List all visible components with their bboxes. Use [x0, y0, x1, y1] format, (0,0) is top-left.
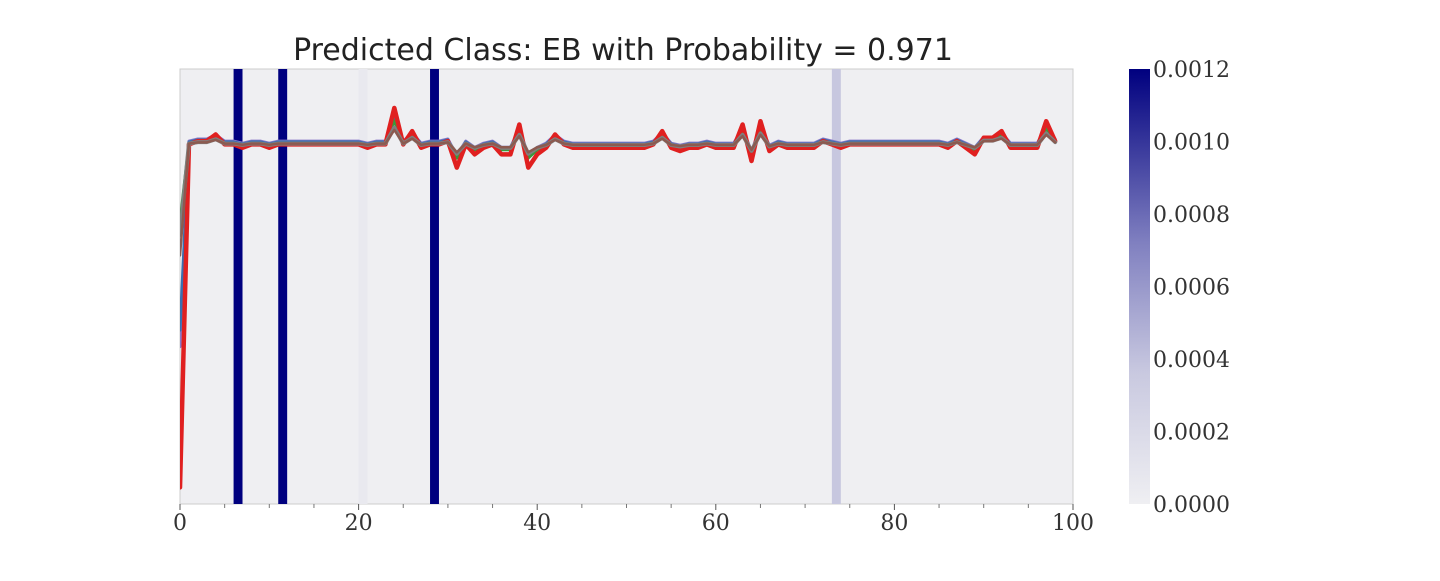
highlight-band	[358, 69, 368, 504]
highlight-bands	[233, 69, 841, 504]
x-tick-label: 60	[702, 511, 730, 536]
x-axis: 0 20 40 60 80 100	[173, 504, 1094, 536]
series-lines	[180, 105, 1058, 490]
series-line	[180, 128, 1057, 257]
highlight-band	[278, 69, 288, 504]
colorbar: 0.0000 0.0002 0.0004 0.0006 0.0008 0.0010 0.00…	[1129, 58, 1230, 518]
x-tick-label: 40	[523, 511, 551, 536]
x-tick-label: 80	[880, 511, 908, 536]
colorbar-tick-label: 0.0012	[1153, 58, 1230, 83]
colorbar-tick-label: 0.0008	[1153, 203, 1230, 228]
x-tick-label: 0	[173, 511, 187, 536]
highlight-band	[831, 69, 841, 504]
plot-area	[179, 68, 1074, 505]
x-tick-label: 100	[1052, 511, 1094, 536]
highlight-band	[430, 69, 439, 504]
colorbar-gradient	[1129, 69, 1150, 504]
colorbar-tick-label: 0.0004	[1153, 348, 1230, 373]
colorbar-tick-label: 0.0010	[1153, 131, 1230, 156]
colorbar-tick-label: 0.0006	[1153, 276, 1230, 301]
chart-title: Predicted Class: EB with Probability = 0…	[293, 33, 953, 68]
colorbar-tick-label: 0.0000	[1153, 493, 1230, 518]
colorbar-tick-label: 0.0002	[1153, 421, 1230, 446]
highlight-band	[233, 69, 243, 504]
x-tick-label: 20	[345, 511, 373, 536]
